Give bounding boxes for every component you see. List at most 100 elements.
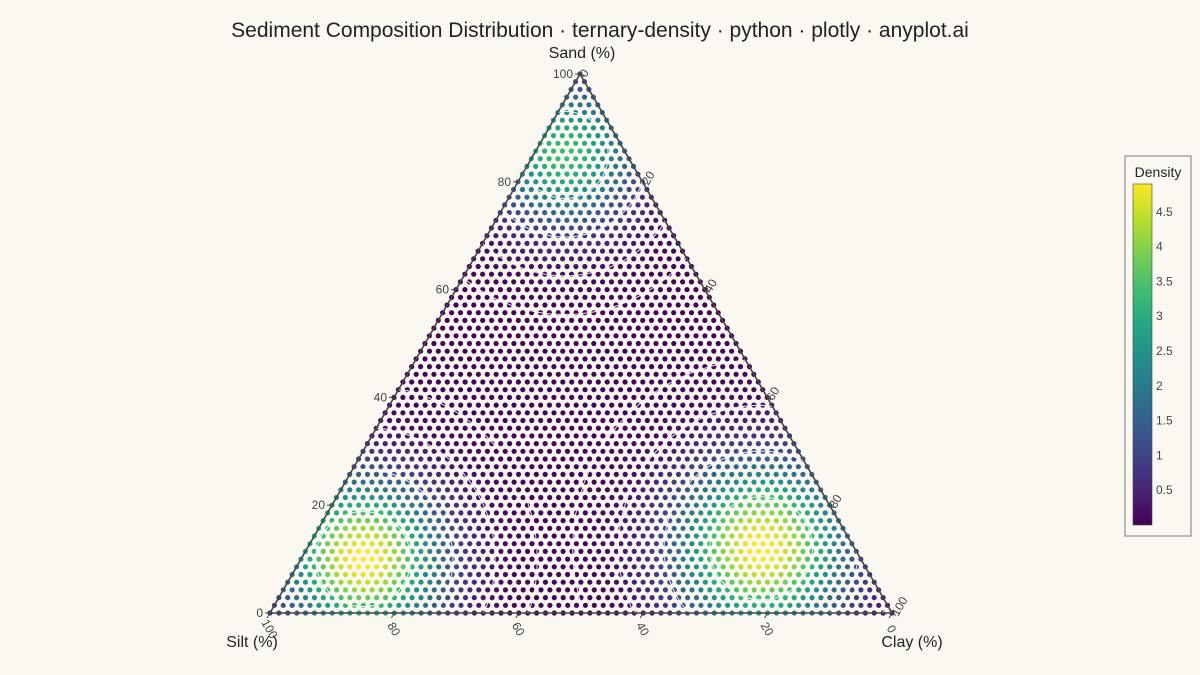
density-point (836, 595, 842, 601)
density-point (564, 402, 570, 408)
density-point (493, 310, 499, 316)
density-point (555, 464, 562, 470)
density-point (516, 487, 522, 493)
density-points (267, 71, 895, 616)
density-point (715, 356, 721, 362)
sand-tick-label: 0 (256, 606, 263, 620)
density-point (538, 448, 544, 454)
colorbar-tick-label: 0.5 (1156, 483, 1173, 497)
density-point (671, 310, 677, 316)
density-point (626, 279, 632, 285)
density-point (409, 564, 415, 570)
density-point (675, 256, 681, 262)
density-point (591, 387, 597, 393)
density-point (738, 579, 744, 585)
density-point (636, 587, 642, 593)
density-point (600, 464, 606, 470)
density-point (662, 587, 669, 593)
density-point (600, 571, 606, 578)
density-point (724, 402, 730, 408)
density-point (462, 287, 468, 293)
density-point (444, 425, 450, 431)
density-point (480, 394, 486, 400)
density-point (484, 325, 490, 331)
density-point (568, 287, 575, 293)
density-point (649, 471, 655, 477)
colorbar-tick-label: 1.5 (1156, 414, 1173, 428)
density-point (591, 479, 597, 485)
density-point (480, 317, 486, 323)
density-point (649, 579, 655, 585)
density-point (431, 479, 437, 485)
density-point (813, 525, 819, 531)
density-point (400, 548, 406, 555)
density-point (550, 133, 557, 139)
density-point (391, 441, 397, 447)
density-point (488, 256, 495, 262)
density-point (453, 502, 459, 508)
density-point (755, 518, 762, 524)
density-point (551, 425, 557, 431)
density-point (653, 325, 659, 331)
density-point (702, 518, 708, 524)
density-point (653, 464, 659, 470)
density-point (618, 494, 624, 501)
density-point (556, 587, 562, 593)
density-point (578, 518, 584, 524)
density-point (599, 217, 606, 223)
density-point (546, 171, 552, 177)
density-point (640, 441, 646, 447)
density-point (329, 579, 335, 585)
density-point (671, 387, 677, 393)
density-point (506, 271, 512, 277)
density-point (524, 471, 531, 477)
density-point (405, 556, 411, 562)
density-point (738, 548, 744, 555)
density-point (649, 564, 655, 570)
density-point (529, 356, 535, 362)
density-point (400, 471, 406, 477)
density-point (608, 202, 614, 208)
density-point (516, 518, 522, 524)
density-point (373, 564, 380, 570)
density-point (546, 202, 552, 208)
density-point (746, 379, 753, 385)
density-point (720, 518, 726, 524)
density-point (649, 502, 655, 508)
density-point (511, 510, 517, 516)
density-point (733, 556, 740, 562)
density-point (698, 602, 704, 608)
density-point (547, 587, 553, 593)
density-point (502, 510, 508, 516)
density-point (658, 487, 664, 493)
density-point (502, 387, 508, 393)
density-point (617, 325, 624, 331)
density-point (555, 371, 561, 377)
density-point (640, 425, 646, 431)
density-point (751, 541, 757, 547)
density-point (773, 548, 780, 555)
density-point (795, 525, 802, 531)
density-point (573, 202, 579, 208)
density-point (542, 533, 548, 539)
density-point (373, 487, 379, 493)
density-point (622, 487, 628, 493)
density-point (564, 186, 570, 193)
density-point (671, 494, 677, 501)
density-point (778, 525, 784, 531)
density-point (586, 256, 592, 262)
density-point (529, 587, 535, 593)
density-point (578, 564, 584, 570)
density-point (560, 348, 566, 354)
density-point (724, 510, 731, 516)
density-point (622, 287, 628, 293)
density-point (747, 533, 753, 539)
density-point (458, 541, 464, 547)
density-point (325, 571, 331, 578)
density-point (609, 541, 615, 547)
density-point (631, 487, 637, 493)
density-point (449, 494, 455, 501)
density-point (657, 287, 664, 293)
density-point (453, 533, 460, 539)
density-point (582, 541, 588, 547)
